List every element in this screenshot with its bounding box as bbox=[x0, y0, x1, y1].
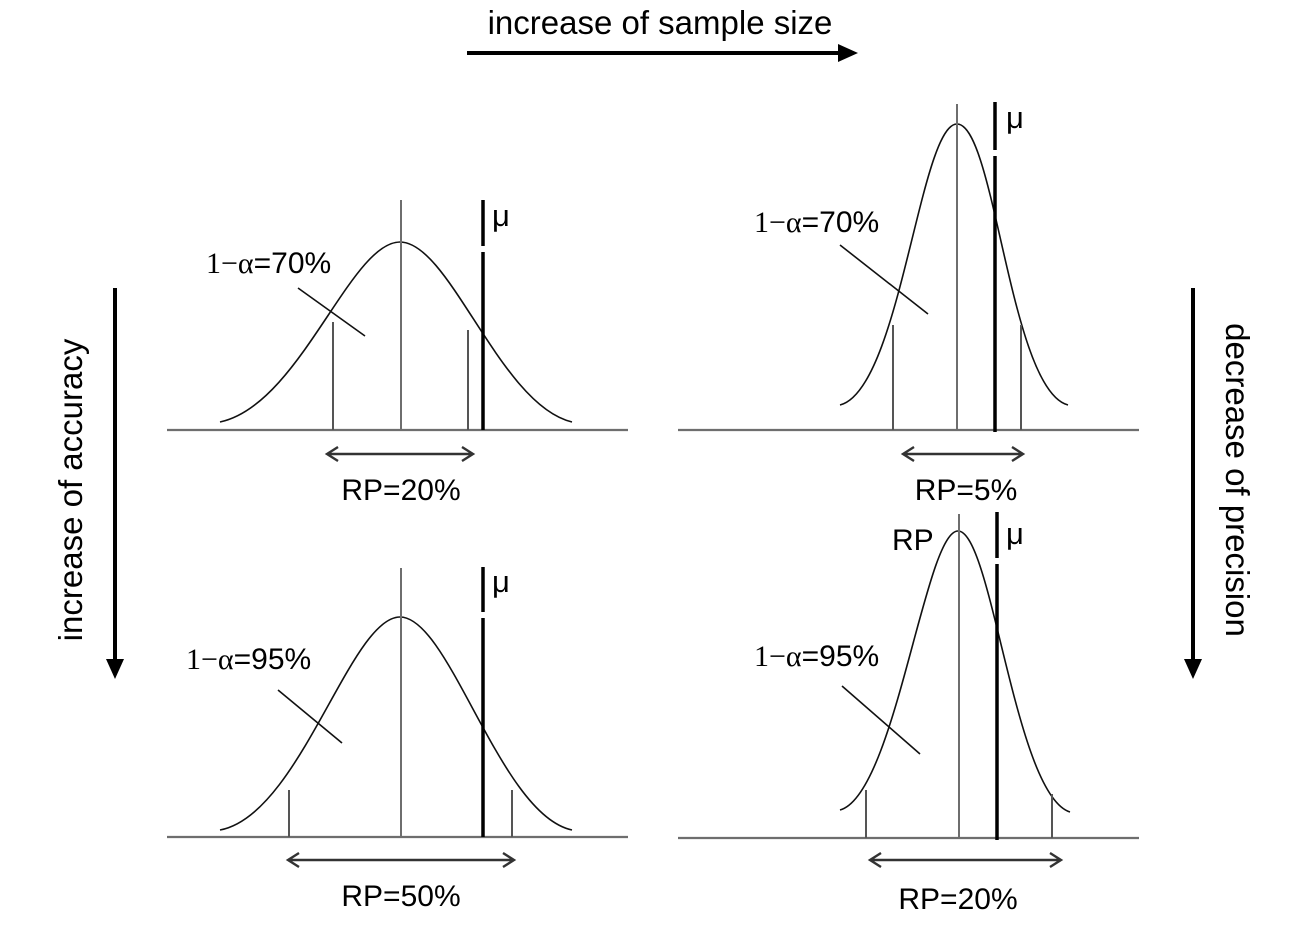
panel-bottom-left: μ 1−α=95% RP=50% bbox=[167, 564, 628, 913]
precision-arrow: decrease of precision bbox=[1184, 288, 1256, 679]
precision-label: decrease of precision bbox=[1219, 323, 1256, 637]
panel-top-left: μ 1−α=70% RP=20% bbox=[167, 198, 628, 507]
rp-range-arrow bbox=[900, 445, 1026, 463]
confidence-label: 1−α=70% bbox=[754, 206, 879, 239]
mu-label: μ bbox=[492, 564, 510, 599]
accuracy-arrow: increase of accuracy bbox=[52, 288, 124, 679]
confidence-pointer bbox=[277, 689, 343, 744]
rp-label: RP=20% bbox=[341, 474, 460, 507]
confidence-pointer bbox=[297, 287, 366, 337]
confidence-label: 1−α=95% bbox=[186, 643, 311, 676]
rp-label: RP=50% bbox=[341, 880, 460, 913]
rp-label: RP=5% bbox=[915, 474, 1018, 507]
precision-arrow-head bbox=[1184, 659, 1202, 679]
accuracy-label: increase of accuracy bbox=[52, 338, 89, 641]
rp-range-arrow bbox=[867, 851, 1064, 869]
mu-label: μ bbox=[1006, 516, 1024, 551]
rp-label: RP=20% bbox=[898, 883, 1017, 916]
confidence-label: 1−α=70% bbox=[206, 247, 331, 280]
mu-label: μ bbox=[1006, 100, 1024, 135]
confidence-label: 1−α=95% bbox=[754, 640, 879, 673]
peak-rp-label: RP bbox=[892, 524, 934, 557]
panel-top-right: μ 1−α=70% RP=5% bbox=[678, 100, 1139, 507]
normal-curve bbox=[839, 123, 1069, 406]
panel-bottom-right: μ RP 1−α=95% RP=20% bbox=[678, 512, 1139, 916]
sample-size-arrow-head bbox=[838, 44, 858, 62]
confidence-pointer bbox=[839, 244, 929, 315]
confidence-pointer bbox=[841, 685, 921, 755]
accuracy-arrow-head bbox=[106, 659, 124, 679]
rp-range-arrow bbox=[324, 445, 476, 463]
rp-range-arrow bbox=[285, 851, 517, 869]
mu-label: μ bbox=[492, 198, 510, 233]
sample-size-arrow: increase of sample size bbox=[467, 4, 858, 62]
sample-size-label: increase of sample size bbox=[488, 4, 833, 41]
